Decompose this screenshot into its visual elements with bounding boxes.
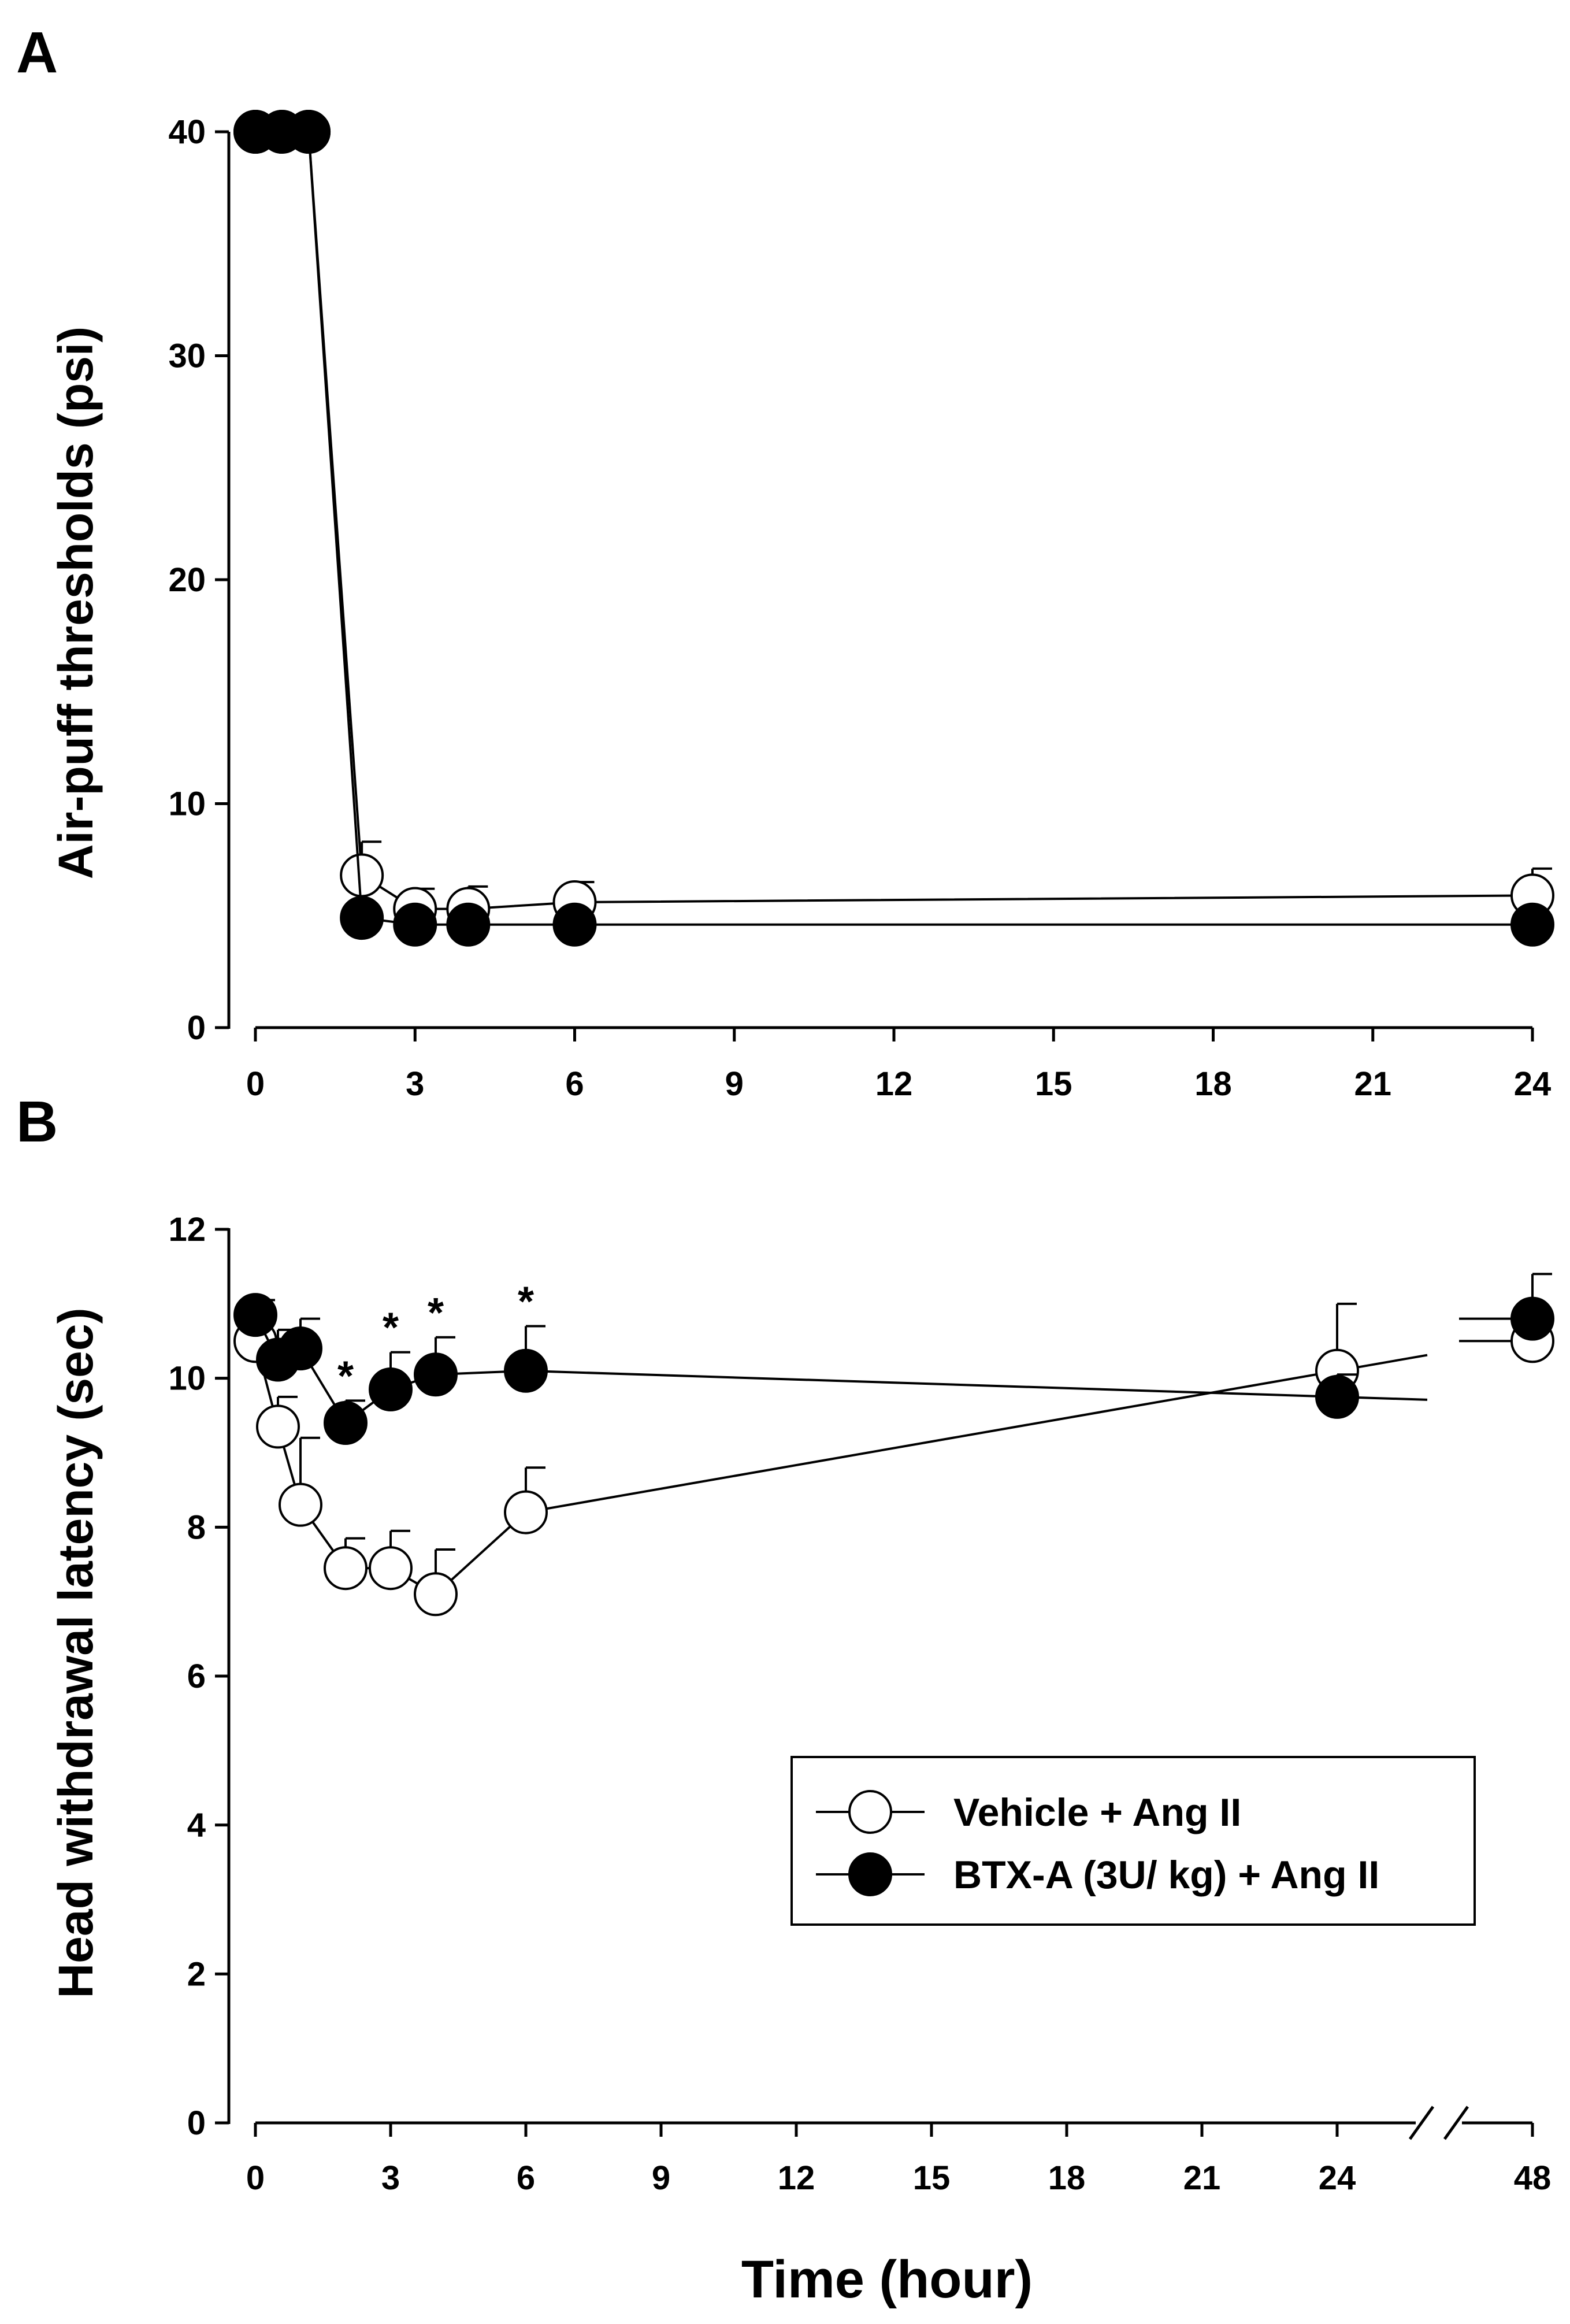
panel-a-y-tick-label: 20 [168,561,206,599]
legend-item: Vehicle + Ang II [816,1790,1241,1834]
panel-a-x-tick-label: 12 [875,1065,913,1103]
panel-b-x-tick-label: 24 [1319,2159,1356,2197]
panel-b-x-tick-label: 12 [778,2159,815,2197]
panel-a-y-tick-label: 10 [168,785,206,823]
panel-a-axes: 0 10 20 30 40 0 3 6 9 12 15 18 21 24 [168,113,1551,1103]
panel-a-y-tick-label: 30 [168,338,206,375]
panel-b-series-btx-a [233,1273,1554,1445]
panel-a-x-tick-label: 9 [725,1065,744,1103]
panel-b-ylabel: Head withdrawal latency (sec) [49,1307,103,1998]
panel-b-y-tick-label: 10 [168,1360,206,1398]
legend-label: BTX-A (3U/ kg) + Ang II [953,1853,1379,1897]
panel-b-data-point [414,1572,458,1617]
legend-item: BTX-A (3U/ kg) + Ang II [816,1852,1379,1897]
panel-b-x-tick-label: 21 [1183,2159,1221,2197]
panel-a-x-tick-label: 0 [246,1065,265,1103]
panel-b-data-point [324,1400,368,1445]
panel-b-data-point [324,1546,368,1591]
panel-b: B Head withdrawal latency (sec) 02468101… [16,1089,1554,2309]
panel-b-data-point [369,1367,413,1411]
panel-b-y-tick-label: 4 [187,1807,206,1844]
panel-b-y-tick-label: 8 [187,1508,206,1546]
x-axis-label: Time (hour) [741,2250,1033,2309]
panel-b-data-point [369,1546,413,1591]
panel-a-series-line [255,131,1532,926]
legend-label: Vehicle + Ang II [953,1791,1241,1834]
panel-b-data-point [233,1293,277,1337]
panel-a-x-tick-label: 24 [1514,1065,1552,1103]
legend-marker [848,1790,892,1834]
panel-a-x-tick-label: 21 [1354,1065,1391,1103]
panel-b-x-tick-label: 15 [913,2159,951,2197]
panel-b-data-point [279,1482,322,1527]
legend-marker [848,1852,892,1896]
panel-a-series-line [255,131,1533,910]
panel-b-x-tick-label: 6 [517,2159,535,2197]
panel-a-data-point [287,110,331,154]
panel-b-y-tick-label: 0 [187,2104,206,2142]
panel-a-letter: A [16,20,58,85]
panel-a-data-point [1510,902,1554,947]
panel-a-data-point [393,902,437,947]
panel-a-y-tick-label: 40 [168,113,206,151]
panel-b-y-tick-label: 2 [187,1955,206,1993]
legend: Vehicle + Ang II BTX-A (3U/ kg) + Ang II [790,1756,1476,1926]
panel-a-series-btx-a [233,110,1554,947]
panel-b-data-point [279,1326,322,1371]
panel-b-x-tick-label: 3 [381,2159,400,2197]
panel-b-x-tick-label: 48 [1514,2159,1552,2197]
panel-a-data-point [340,896,384,940]
panel-a-x-tick-label: 3 [406,1065,424,1103]
panel-b-data-point [1510,1296,1554,1341]
legend-items: Vehicle + Ang II BTX-A (3U/ kg) + Ang II [816,1790,1379,1897]
panel-a: A Air-puff thresholds (psi) 0 10 20 30 40 0 3 6… [16,20,1554,1103]
significance-asterisk: * [518,1278,534,1325]
panel-a-ylabel: Air-puff thresholds (psi) [49,327,103,880]
significance-asterisk: * [383,1305,399,1351]
legend-box [790,1756,1476,1926]
panel-b-data-point [1315,1374,1359,1419]
panel-a-data-point [446,902,491,947]
panel-a-series [233,110,1554,947]
panel-a-y-tick-label: 0 [187,1009,206,1047]
panel-b-series-vehicle [233,1302,1554,1617]
panel-b-data-point [256,1404,300,1449]
panel-b-x-tick-label: 18 [1048,2159,1086,2197]
panel-b-letter: B [16,1089,58,1154]
significance-asterisk: * [337,1353,354,1399]
panel-b-series [233,1273,1554,1617]
panel-b-x-tick-label: 0 [246,2159,265,2197]
panel-b-y-tick-label: 6 [187,1658,206,1695]
axis-break-mark [1408,2106,1435,2140]
panel-b-y-tick-label: 12 [168,1211,206,1248]
axis-break-mark [1443,2106,1469,2140]
panel-b-data-point [504,1348,548,1393]
panel-b-data-point [504,1490,548,1534]
panel-a-x-tick-label: 6 [565,1065,584,1103]
panel-a-x-tick-label: 15 [1035,1065,1072,1103]
significance-markers: * * * * [337,1278,534,1399]
panel-a-data-point [340,853,384,898]
panel-a-series-vehicle [233,110,1554,931]
significance-asterisk: * [428,1290,444,1336]
panel-a-data-point [552,902,597,947]
panel-b-x-tick-label: 9 [652,2159,670,2197]
panel-b-data-point [414,1352,458,1397]
panel-a-x-tick-label: 18 [1194,1065,1232,1103]
